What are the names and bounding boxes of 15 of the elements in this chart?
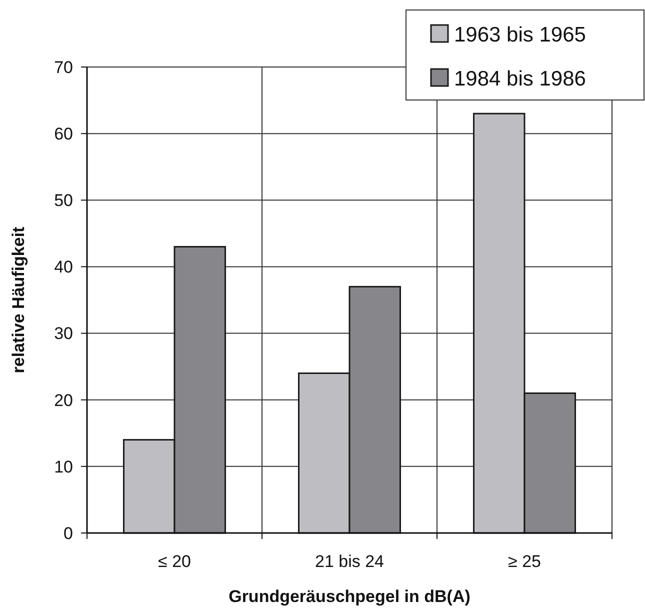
y-tick-label: 0 (64, 524, 73, 543)
x-tick-label: 21 bis 24 (315, 552, 384, 571)
legend-label: 1963 bis 1965 (454, 23, 586, 46)
y-tick-label: 30 (54, 324, 73, 344)
y-axis-title: relative Häufigkeit (9, 226, 28, 374)
y-tick-label: 60 (54, 124, 73, 144)
y-tick-label: 20 (54, 390, 73, 410)
x-tick-label: ≥ 25 (508, 552, 541, 571)
legend-label: 1984 bis 1986 (454, 67, 586, 90)
y-tick-label: 40 (54, 258, 73, 277)
y-tick-label: 50 (54, 191, 73, 210)
y-tick-label: 70 (54, 58, 73, 77)
x-axis-title: Grundgeräuschpegel in dB(A) (228, 587, 470, 606)
x-tick-label: ≤ 20 (158, 552, 191, 571)
y-tick-label: 10 (54, 457, 73, 476)
